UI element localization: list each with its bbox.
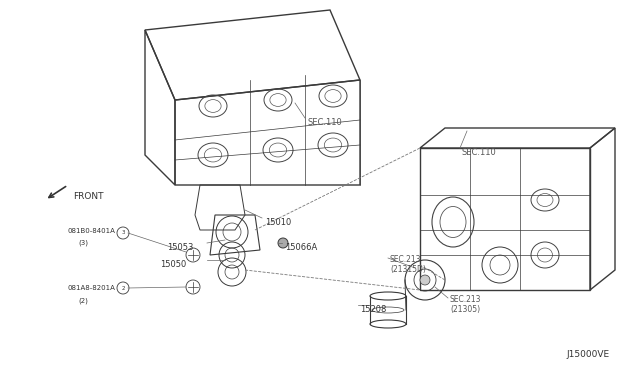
Text: 15053: 15053	[167, 243, 193, 252]
Text: SEC.213: SEC.213	[450, 295, 481, 304]
Text: SEC.110: SEC.110	[461, 148, 496, 157]
Text: (21315D): (21315D)	[390, 265, 426, 274]
Text: (3): (3)	[78, 240, 88, 247]
Text: (21305): (21305)	[450, 305, 480, 314]
Circle shape	[420, 275, 430, 285]
Text: 15208: 15208	[360, 305, 387, 314]
Text: 15050: 15050	[160, 260, 186, 269]
Text: 15010: 15010	[265, 218, 291, 227]
Text: J15000VE: J15000VE	[566, 350, 609, 359]
Text: 2: 2	[121, 285, 125, 291]
Text: SEC.213: SEC.213	[390, 255, 422, 264]
Text: 15066A: 15066A	[285, 243, 317, 252]
Text: 081B0-8401A: 081B0-8401A	[68, 228, 116, 234]
Text: FRONT: FRONT	[73, 192, 104, 201]
Text: 3: 3	[121, 231, 125, 235]
Text: (2): (2)	[78, 297, 88, 304]
Circle shape	[278, 238, 288, 248]
Text: SEC.110: SEC.110	[307, 118, 342, 127]
Text: 081A8-8201A: 081A8-8201A	[68, 285, 116, 291]
